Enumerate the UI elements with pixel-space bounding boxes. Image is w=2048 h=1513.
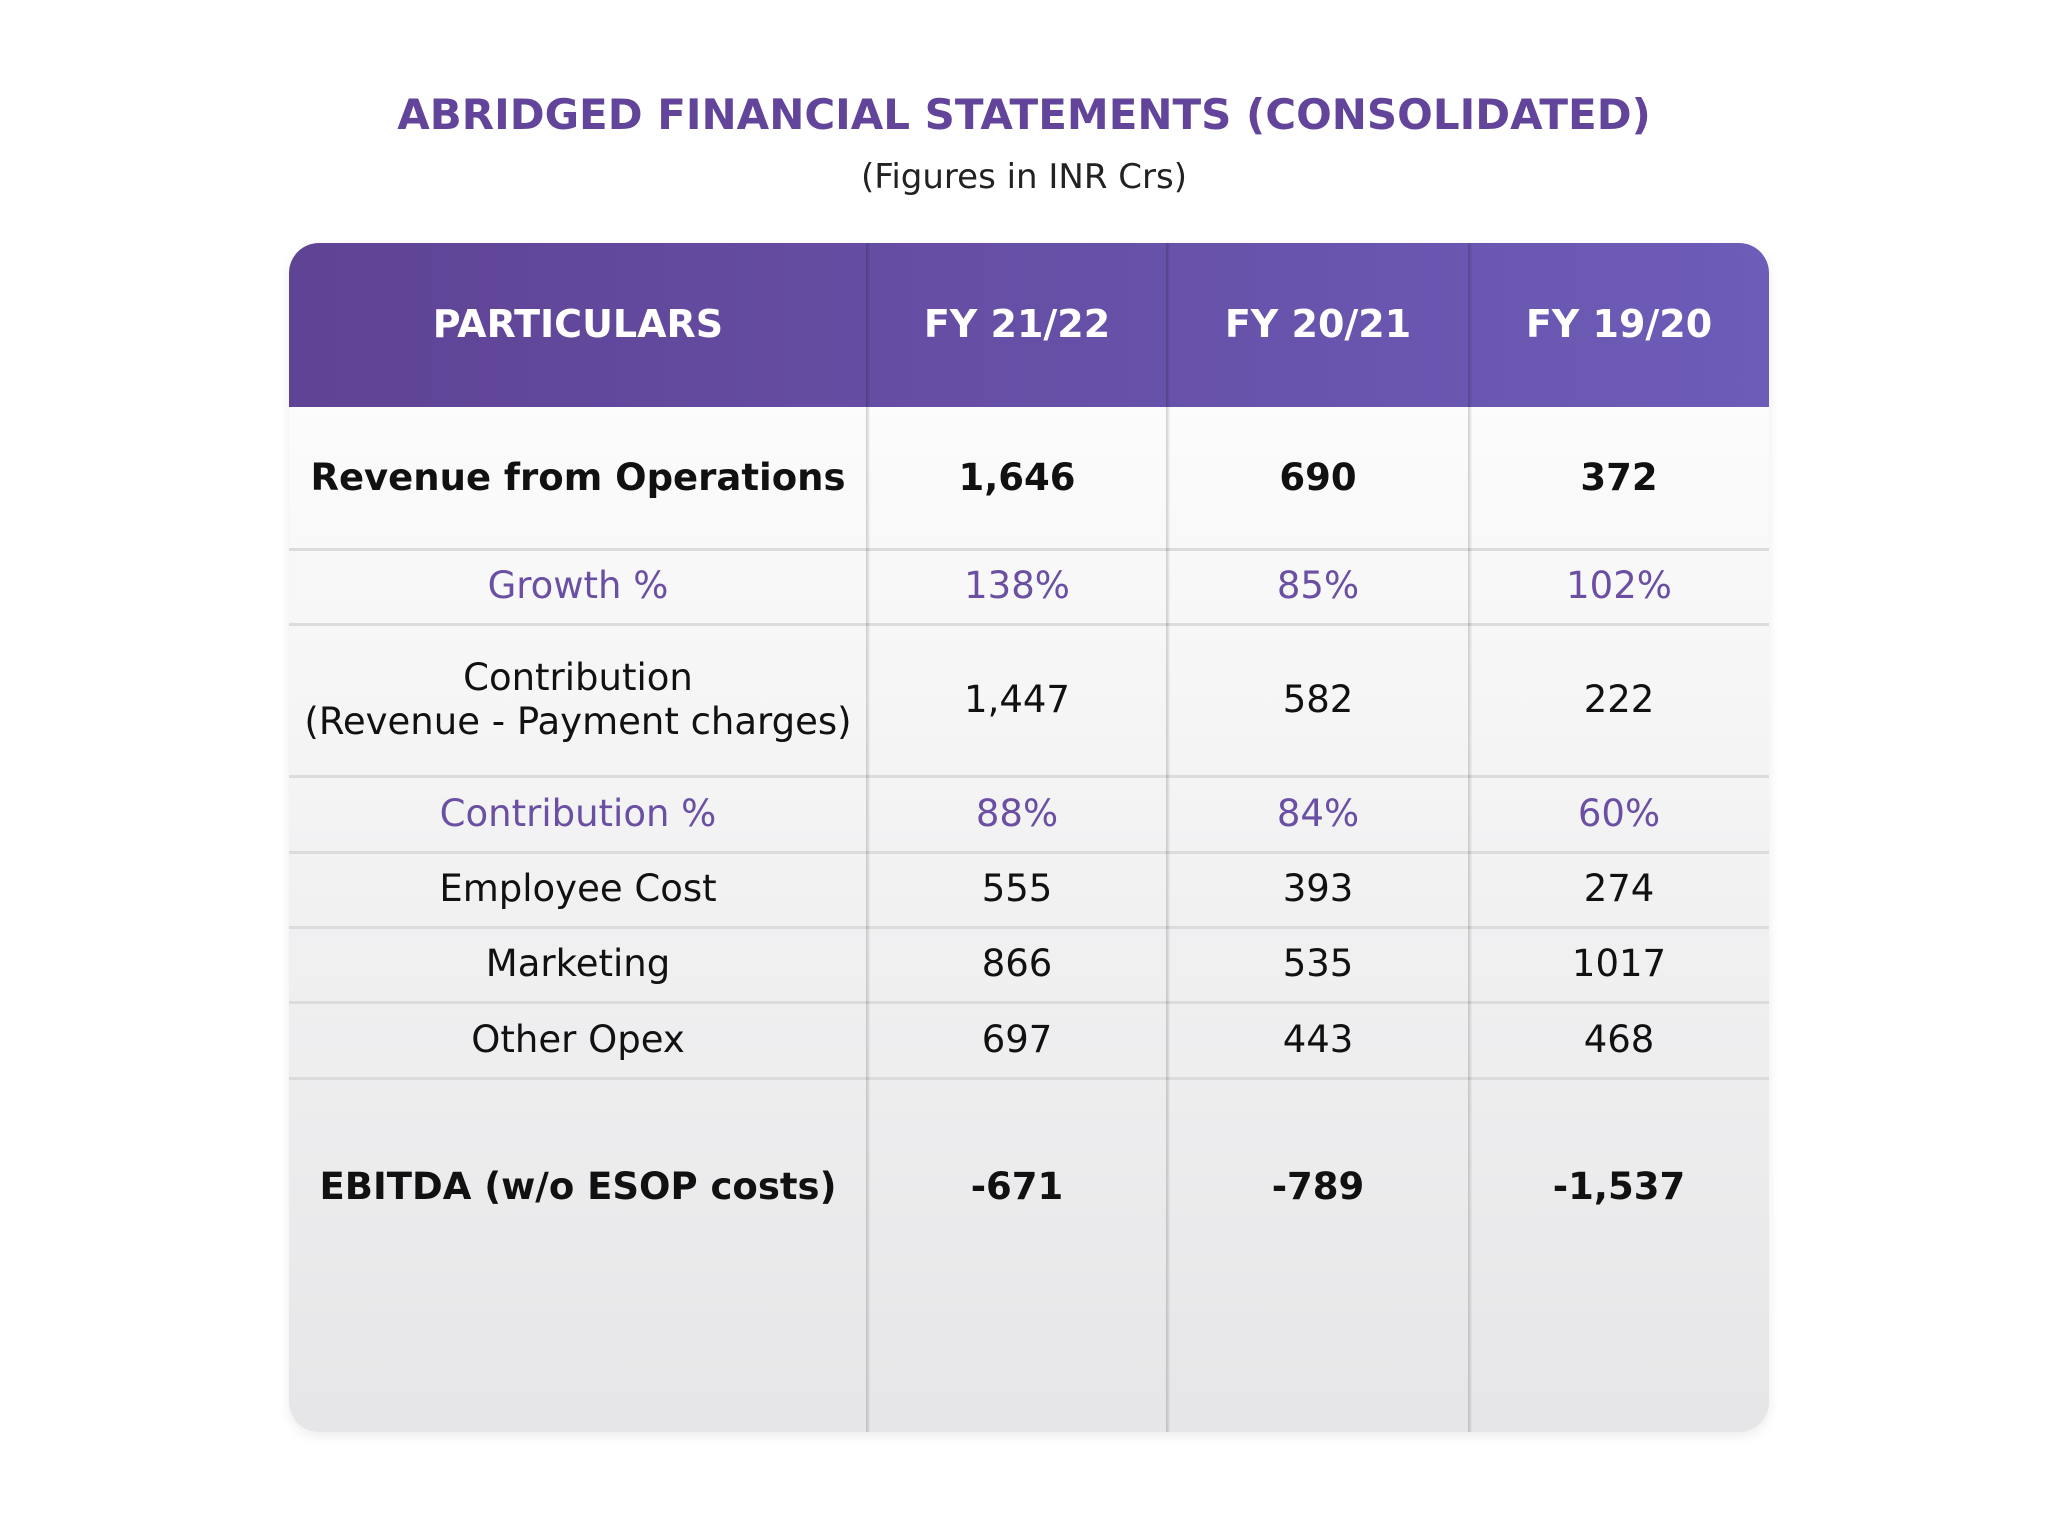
row-divider (289, 1001, 1769, 1004)
column-header: FY 20/21 (1224, 302, 1412, 347)
table-cell: 690 (1279, 455, 1357, 499)
table-cell: 102% (1566, 564, 1672, 608)
column-divider (1166, 243, 1170, 1432)
column-header: PARTICULARS (432, 302, 724, 347)
cell-line: Contribution (463, 655, 693, 699)
table-cell: 555 (981, 867, 1053, 911)
table-cell: EBITDA (w/o ESOP costs) (319, 1164, 837, 1208)
table-cell: 582 (1282, 677, 1354, 721)
table-cell: 393 (1282, 867, 1354, 911)
subtitle: (Figures in INR Crs) (861, 157, 1187, 197)
row-divider (289, 623, 1769, 626)
table-cell: Revenue from Operations (310, 455, 846, 499)
table-cell: 372 (1580, 455, 1658, 499)
table-cell: 1,646 (958, 455, 1076, 499)
cell-line: (Revenue - Payment charges) (304, 700, 852, 743)
table-cell: -789 (1271, 1164, 1365, 1208)
table-cell: 1017 (1571, 942, 1667, 986)
row-divider (289, 1077, 1769, 1080)
table-cell: 443 (1282, 1017, 1354, 1061)
table-header (289, 243, 1769, 407)
table-cell: 138% (964, 564, 1070, 608)
column-divider (1468, 243, 1472, 1432)
table-cell: 274 (1583, 867, 1655, 911)
table-cell: Other Opex (471, 1017, 685, 1061)
table-cell: 60% (1577, 791, 1661, 835)
title: ABRIDGED FINANCIAL STATEMENTS (CONSOLIDA… (397, 90, 1651, 139)
table-cell: Contribution % (439, 791, 717, 835)
table-cell: Employee Cost (439, 867, 717, 911)
table: PARTICULARS FY 21/22 FY 20/21 FY 19/20 Reven… (289, 243, 1769, 1432)
table-cell: -1,537 (1552, 1164, 1686, 1208)
table-cell: 88% (975, 791, 1059, 835)
table-cell: Growth % (487, 564, 669, 608)
table-cell: 535 (1282, 942, 1354, 986)
table-cell: -671 (970, 1164, 1064, 1208)
row-divider (289, 851, 1769, 854)
row-divider (289, 926, 1769, 929)
table-cell: 866 (981, 942, 1053, 986)
table-cell: 85% (1276, 564, 1360, 608)
table-cell: 468 (1583, 1017, 1655, 1061)
row-divider (289, 548, 1769, 551)
table-cell: 84% (1276, 791, 1360, 835)
column-header: FY 21/22 (923, 302, 1111, 347)
table-cell: Contribution (Revenue - Payment charges) (289, 624, 867, 776)
table-cell: 222 (1583, 677, 1655, 721)
column-divider (866, 243, 870, 1432)
table-cell: Marketing (485, 942, 671, 986)
column-header: FY 19/20 (1525, 302, 1713, 347)
table-cell: 1,447 (964, 677, 1070, 721)
table-cell: 697 (981, 1017, 1053, 1061)
row-divider (289, 775, 1769, 778)
